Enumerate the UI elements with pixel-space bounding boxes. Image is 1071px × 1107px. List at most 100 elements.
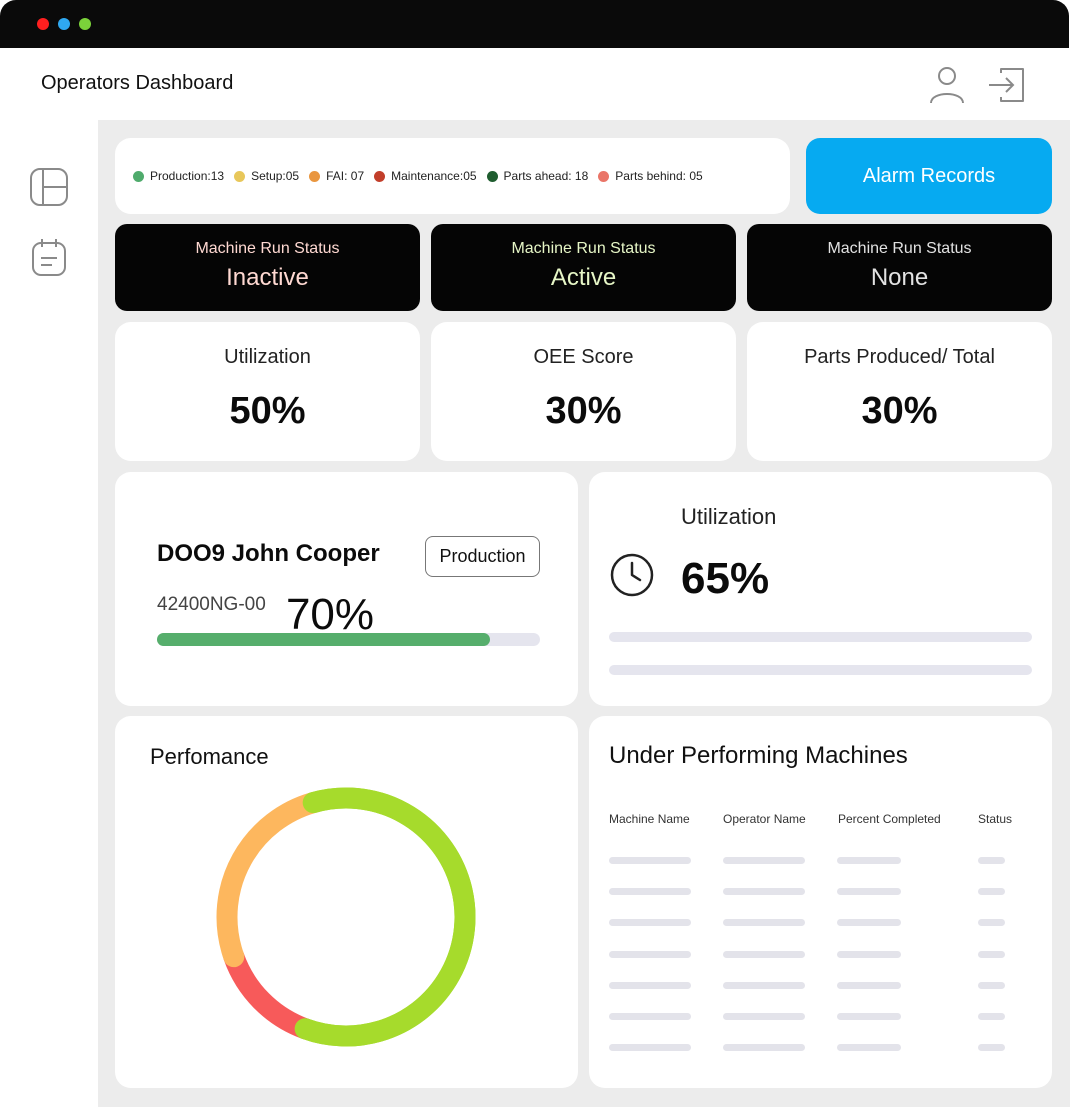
legend-label: Maintenance:05 xyxy=(391,169,477,183)
table-cell-placeholder xyxy=(978,950,1005,958)
machine-status-label: Machine Run Status xyxy=(511,240,656,257)
kpi-value: 30% xyxy=(861,390,938,432)
legend-item-setup: Setup:05 xyxy=(234,169,299,183)
sidebar xyxy=(0,120,98,1107)
legend-item-parts-behind: Parts behind: 05 xyxy=(598,169,703,183)
table-cell-placeholder xyxy=(837,888,901,896)
legend-dot xyxy=(234,170,246,182)
table-cell-placeholder xyxy=(837,919,901,927)
legend-dot xyxy=(133,170,144,182)
status-legend-card: Production:13 Setup:05 FAI: 07 Maintenan… xyxy=(115,138,790,214)
table-cell-placeholder xyxy=(609,1044,691,1052)
machine-status-card: Machine Run Status Inactive xyxy=(115,224,420,311)
utilization-value: 65% xyxy=(681,554,770,603)
legend-item-production: Production:13 xyxy=(133,169,224,183)
table-cell-placeholder xyxy=(609,950,691,958)
operator-status-badge[interactable]: Production xyxy=(425,536,540,577)
under-performing-title: Under Performing Machines xyxy=(609,742,908,769)
user-icon[interactable] xyxy=(925,63,969,107)
page-title: Operators Dashboard xyxy=(41,72,234,94)
legend-label: FAI: 07 xyxy=(326,169,365,183)
machine-status-value: Active xyxy=(550,264,617,291)
performance-value: 70% xyxy=(285,590,375,639)
legend-dot xyxy=(598,170,610,182)
table-cell-placeholder xyxy=(723,857,805,864)
table-cell-placeholder xyxy=(837,981,901,989)
column-header-status: Status xyxy=(978,812,1013,826)
table-cell-placeholder xyxy=(978,888,1005,896)
table-cell-placeholder xyxy=(609,857,691,864)
utilization-title: Utilization xyxy=(681,504,777,529)
table-cell-placeholder xyxy=(978,857,1005,864)
performance-donut xyxy=(216,787,476,1047)
window-minimize-dot[interactable] xyxy=(58,18,70,30)
table-cell-placeholder xyxy=(978,919,1005,927)
operator-name: DOO9 John Cooper xyxy=(157,540,380,567)
legend-item-parts-ahead: Parts ahead: 18 xyxy=(486,169,589,183)
machine-status-value: None xyxy=(870,264,929,291)
legend-dot xyxy=(309,170,321,182)
kpi-value: 50% xyxy=(229,390,306,432)
machine-status-label: Machine Run Status xyxy=(195,240,340,257)
table-cell-placeholder xyxy=(723,888,805,896)
table-cell-placeholder xyxy=(609,981,691,989)
calendar-list-icon[interactable] xyxy=(28,236,70,278)
kpi-label: OEE Score xyxy=(533,346,634,368)
legend-label: Parts ahead: 18 xyxy=(503,169,589,183)
window-close-dot[interactable] xyxy=(37,18,49,30)
operator-progress-bar xyxy=(157,633,540,646)
kpi-label: Parts Produced/ Total xyxy=(804,346,995,368)
legend-item-maintenance: Maintenance:05 xyxy=(374,169,477,183)
main-content: Production:13 Setup:05 FAI: 07 Maintenan… xyxy=(98,120,1070,1107)
table-cell-placeholder xyxy=(609,919,691,927)
table-cell-placeholder xyxy=(837,1044,901,1052)
logout-icon[interactable] xyxy=(985,63,1029,107)
operator-progress-fill xyxy=(157,633,491,646)
utilization-card: Utilization 65% xyxy=(589,472,1052,706)
layout-icon[interactable] xyxy=(28,166,70,208)
status-legend: Production:13 Setup:05 FAI: 07 Maintenan… xyxy=(133,169,713,183)
table-cell-placeholder xyxy=(723,1013,805,1020)
table-cell-placeholder xyxy=(978,981,1005,989)
alarm-records-button[interactable]: Alarm Records xyxy=(806,138,1052,214)
donut-segment-green xyxy=(216,787,476,1047)
table-cell-placeholder xyxy=(723,981,805,989)
utilization-placeholder-bar xyxy=(609,632,1032,642)
table-cell-placeholder xyxy=(723,1044,805,1052)
legend-dot xyxy=(486,170,498,182)
table-cell-placeholder xyxy=(837,950,901,958)
legend-label: Setup:05 xyxy=(251,169,300,183)
donut-segment-red xyxy=(216,787,476,1047)
table-cell-placeholder xyxy=(723,919,805,927)
donut-segment-orange xyxy=(216,787,476,1047)
machine-status-label: Machine Run Status xyxy=(827,240,972,257)
legend-label: Parts behind: 05 xyxy=(615,169,703,183)
machine-status-card: Machine Run Status None xyxy=(747,224,1052,311)
kpi-value: 30% xyxy=(545,390,622,432)
column-header-percent-completed: Percent Completed xyxy=(838,812,941,826)
kpi-card-oee-score: OEE Score 30% xyxy=(431,322,736,461)
performance-card: Perfomance xyxy=(115,716,578,1088)
table-cell-placeholder xyxy=(978,1044,1005,1052)
column-header-machine-name: Machine Name xyxy=(609,812,690,826)
legend-dot xyxy=(374,170,386,182)
window-title-bar xyxy=(0,0,1069,48)
under-performing-card: Under Performing Machines Machine Name O… xyxy=(589,716,1052,1088)
table-cell-placeholder xyxy=(978,1013,1005,1020)
column-header-operator-name: Operator Name xyxy=(723,812,806,826)
legend-label: Production:13 xyxy=(150,169,225,183)
app-header: Operators Dashboard xyxy=(0,48,1069,120)
kpi-card-parts-produced: Parts Produced/ Total 30% xyxy=(747,322,1052,461)
table-cell-placeholder xyxy=(609,888,691,896)
kpi-label: Utilization xyxy=(224,346,311,368)
operator-card: DOO9 John Cooper Production 42400NG-00 xyxy=(115,472,578,706)
table-cell-placeholder xyxy=(837,857,901,864)
machine-status-card: Machine Run Status Active xyxy=(431,224,736,311)
table-cell-placeholder xyxy=(609,1013,691,1020)
machine-status-value: Inactive xyxy=(226,264,309,291)
window-maximize-dot[interactable] xyxy=(79,18,91,30)
kpi-card-utilization: Utilization 50% xyxy=(115,322,420,461)
part-number: 42400NG-00 xyxy=(157,594,266,615)
legend-item-fai: FAI: 07 xyxy=(309,169,364,183)
clock-icon xyxy=(610,553,654,597)
